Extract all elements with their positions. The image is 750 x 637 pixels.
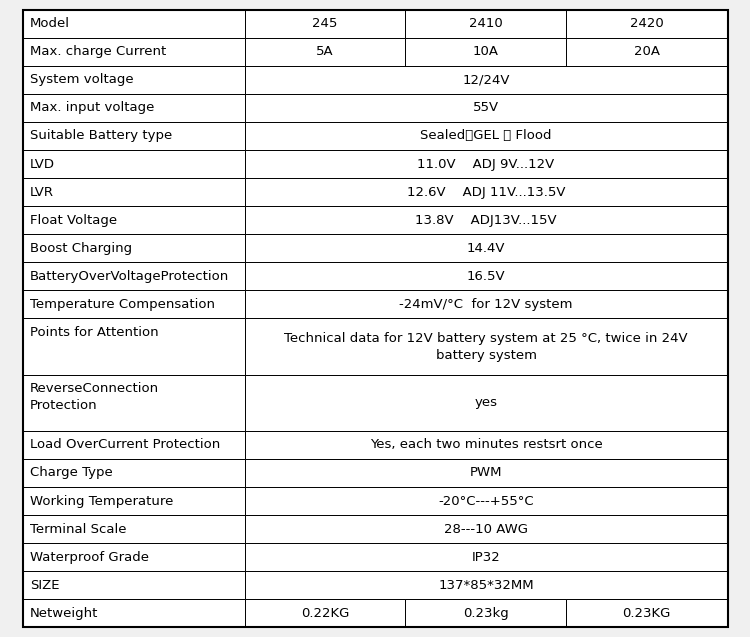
Bar [244, 150, 728, 178]
Text: 2410: 2410 [469, 17, 502, 30]
Text: Model: Model [30, 17, 70, 30]
Text: IP32: IP32 [472, 551, 500, 564]
Bar [244, 543, 728, 571]
Text: Netweight: Netweight [30, 607, 98, 620]
Bar [22, 431, 245, 459]
Bar [22, 459, 245, 487]
Bar [244, 599, 405, 627]
Text: LVR: LVR [30, 185, 54, 199]
Text: 55V: 55V [473, 101, 499, 115]
Text: BatteryOverVoltageProtection: BatteryOverVoltageProtection [30, 270, 230, 283]
Bar [22, 599, 245, 627]
Text: Load OverCurrent Protection: Load OverCurrent Protection [30, 438, 220, 452]
Text: 137*85*32MM: 137*85*32MM [438, 579, 534, 592]
Text: Working Temperature: Working Temperature [30, 494, 173, 508]
Text: Temperature Compensation: Temperature Compensation [30, 298, 215, 311]
Bar [22, 290, 245, 318]
Text: 12.6V    ADJ 11V...13.5V: 12.6V ADJ 11V...13.5V [406, 185, 566, 199]
Bar [22, 122, 245, 150]
Text: 5A: 5A [316, 45, 334, 58]
Text: PWM: PWM [470, 466, 502, 480]
Text: 28---10 AWG: 28---10 AWG [444, 522, 528, 536]
Bar [244, 122, 728, 150]
Text: Charge Type: Charge Type [30, 466, 112, 480]
Bar [22, 487, 245, 515]
Bar [566, 10, 728, 38]
Text: 13.8V    ADJ13V...15V: 13.8V ADJ13V...15V [416, 213, 556, 227]
Text: Yes, each two minutes restsrt once: Yes, each two minutes restsrt once [370, 438, 602, 452]
Bar [244, 10, 405, 38]
Bar [22, 206, 245, 234]
Text: 11.0V    ADJ 9V...12V: 11.0V ADJ 9V...12V [418, 157, 555, 171]
Bar [566, 38, 728, 66]
Text: Max. charge Current: Max. charge Current [30, 45, 166, 58]
Text: 0.23KG: 0.23KG [622, 607, 671, 620]
Bar [244, 431, 728, 459]
Text: 12/24V: 12/24V [462, 73, 510, 86]
Text: -20°C---+55°C: -20°C---+55°C [438, 494, 534, 508]
Bar [244, 178, 728, 206]
Bar [22, 150, 245, 178]
Bar [405, 38, 566, 66]
Text: LVD: LVD [30, 157, 55, 171]
Bar [244, 318, 728, 375]
Bar [244, 262, 728, 290]
Bar [244, 515, 728, 543]
Bar [22, 318, 245, 375]
Bar [244, 459, 728, 487]
Text: Boost Charging: Boost Charging [30, 242, 132, 255]
Text: 0.23kg: 0.23kg [463, 607, 509, 620]
Bar [22, 571, 245, 599]
Text: 14.4V: 14.4V [466, 242, 506, 255]
Text: 0.22KG: 0.22KG [301, 607, 350, 620]
Text: ReverseConnection
Protection: ReverseConnection Protection [30, 382, 159, 412]
Bar [22, 66, 245, 94]
Text: 2420: 2420 [630, 17, 664, 30]
Text: 245: 245 [312, 17, 338, 30]
Bar [244, 571, 728, 599]
Text: Technical data for 12V battery system at 25 °C, twice in 24V
battery system: Technical data for 12V battery system at… [284, 332, 688, 362]
Bar [244, 38, 405, 66]
Bar [244, 94, 728, 122]
Text: System voltage: System voltage [30, 73, 134, 86]
Text: 16.5V: 16.5V [466, 270, 506, 283]
Bar [22, 515, 245, 543]
Text: Points for Attention: Points for Attention [30, 326, 159, 339]
Bar [244, 290, 728, 318]
Text: Float Voltage: Float Voltage [30, 213, 117, 227]
Text: -24mV/°C  for 12V system: -24mV/°C for 12V system [399, 298, 573, 311]
Bar [566, 599, 728, 627]
Bar [22, 375, 245, 431]
Bar [22, 94, 245, 122]
Bar [244, 66, 728, 94]
Bar [22, 234, 245, 262]
Bar [244, 375, 728, 431]
Text: Suitable Battery type: Suitable Battery type [30, 129, 172, 143]
Bar [405, 599, 566, 627]
Bar [22, 262, 245, 290]
Text: Waterproof Grade: Waterproof Grade [30, 551, 149, 564]
Bar [244, 234, 728, 262]
Bar [22, 10, 245, 38]
Text: SIZE: SIZE [30, 579, 59, 592]
Bar [22, 38, 245, 66]
Text: Sealed、GEL 、 Flood: Sealed、GEL 、 Flood [420, 129, 552, 143]
Text: 10A: 10A [472, 45, 499, 58]
Text: 20A: 20A [634, 45, 660, 58]
Bar [22, 543, 245, 571]
Bar [244, 487, 728, 515]
Text: Terminal Scale: Terminal Scale [30, 522, 127, 536]
Bar [244, 206, 728, 234]
Bar [405, 10, 566, 38]
Bar [22, 178, 245, 206]
Text: Max. input voltage: Max. input voltage [30, 101, 154, 115]
Text: yes: yes [475, 396, 497, 409]
